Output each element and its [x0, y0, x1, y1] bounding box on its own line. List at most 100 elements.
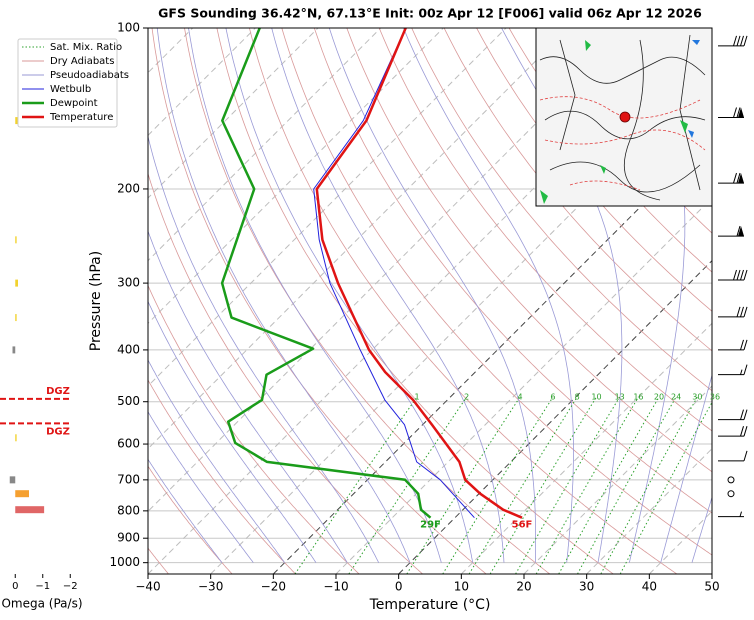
barb-full — [733, 107, 737, 118]
pseudoadiabat — [148, 359, 286, 563]
barb-full — [743, 269, 748, 281]
dry-adiabat — [346, 28, 712, 473]
y-tick-label: 600 — [117, 437, 140, 451]
pseudoadiabat — [156, 28, 411, 563]
omega-bar — [15, 506, 45, 514]
wind-barb — [718, 225, 744, 237]
barb-full — [736, 35, 741, 47]
omega-bar — [15, 314, 17, 322]
calm-circle — [727, 476, 735, 484]
isotherm — [148, 28, 570, 450]
wind-barb — [727, 476, 735, 484]
dry-adiabat — [508, 28, 712, 273]
omega-tick-label: −2 — [63, 581, 78, 592]
dry-adiabat — [148, 379, 296, 574]
wind-barb — [718, 364, 748, 376]
barb-full — [733, 35, 737, 47]
barb-flag — [738, 107, 744, 118]
mixing-ratio-label: 24 — [671, 393, 681, 402]
barb-full — [743, 306, 748, 318]
barb-full — [736, 269, 741, 281]
profile-line — [313, 28, 475, 519]
pseudoadiabat — [403, 28, 574, 563]
barb-full — [743, 409, 748, 420]
pseudoadiabat — [188, 28, 442, 563]
x-tick-label: 30 — [579, 580, 594, 594]
x-axis-title: Temperature (°C) — [369, 597, 491, 613]
legend-label: Sat. Mix. Ratio — [50, 42, 122, 53]
wind-barb — [718, 306, 748, 318]
y-tick-label: 1000 — [109, 555, 140, 569]
wind-barb — [718, 511, 744, 518]
dry-adiabat — [151, 28, 487, 574]
y-tick-label: 300 — [117, 276, 140, 290]
pseudoadiabat — [148, 300, 317, 563]
y-tick-label: 200 — [117, 181, 140, 195]
barb-full — [733, 172, 737, 184]
barb-full — [743, 339, 748, 351]
mixing-ratio-label: 6 — [550, 393, 555, 402]
calm-circle — [727, 490, 735, 498]
dry-adiabat — [411, 28, 712, 392]
wind-barb — [718, 339, 748, 351]
profiles — [220, 28, 523, 519]
omega-tick-label: 0 — [12, 581, 18, 592]
pseudoadiabat — [148, 230, 348, 563]
dgz-label: DGZ — [46, 426, 70, 437]
mixing-ratio-line — [468, 396, 578, 574]
dry-adiabat — [476, 28, 712, 312]
pseudoadiabat — [225, 28, 474, 563]
barb-full — [743, 364, 748, 375]
plot-frame — [147, 27, 713, 575]
omega-tick-label: −1 — [35, 581, 50, 592]
y-tick-label: 500 — [117, 394, 140, 408]
x-tick-label: −10 — [323, 580, 348, 594]
barb-full — [736, 172, 741, 184]
barb-full — [733, 269, 737, 281]
mixing-ratio-line — [406, 396, 521, 574]
barb-full — [740, 269, 744, 281]
omega-bar — [15, 236, 17, 244]
mixing-ratio-line — [294, 396, 418, 574]
pseudoadiabat — [271, 28, 505, 563]
mixing-ratio-label: 8 — [575, 393, 580, 402]
dry-adiabat — [281, 28, 712, 556]
dry-adiabat — [148, 284, 360, 574]
wind-barb — [727, 490, 735, 498]
mixing-ratio-label: 13 — [615, 393, 625, 402]
dry-adiabat — [148, 465, 233, 574]
wind-barb — [718, 409, 748, 421]
mixing-ratio-line — [558, 396, 660, 574]
mixing-ratio-line — [489, 396, 597, 574]
isotherm — [0, 28, 5, 574]
pseudoadiabat — [328, 28, 536, 563]
dgz-label: DGZ — [46, 386, 70, 397]
mixing-ratio-label: 20 — [654, 393, 664, 402]
barb-full — [736, 225, 741, 237]
x-tick-label: 50 — [704, 580, 719, 594]
mixing-ratio-label: 16 — [633, 393, 643, 402]
barb-full — [743, 450, 748, 461]
omega-bar — [12, 346, 16, 354]
x-tick-label: −20 — [261, 580, 286, 594]
x-tick-label: 20 — [516, 580, 531, 594]
x-tick-label: 40 — [642, 580, 657, 594]
wind-barb — [718, 172, 744, 184]
mixing-ratio-line — [619, 401, 712, 574]
pseudoadiabat — [628, 28, 686, 563]
mixing-ratio-label: 4 — [517, 393, 522, 402]
isotherm — [148, 28, 507, 387]
y-axis-title: Pressure (hPa) — [88, 251, 104, 351]
barb-full — [740, 35, 744, 47]
dry-adiabat — [249, 28, 678, 574]
mixing-ratio-label: 2 — [464, 393, 469, 402]
pseudoadiabat — [660, 373, 712, 563]
pseudoadiabat — [501, 28, 623, 563]
legend-label: Pseudoadiabats — [50, 70, 129, 81]
mixing-ratio-line — [442, 396, 554, 574]
dry-adiabat — [443, 28, 712, 352]
isotherm — [148, 28, 256, 137]
dry-adiabat — [184, 28, 551, 574]
chart-title: GFS Sounding 36.42°N, 67.13°E Init: 00z … — [158, 6, 702, 21]
